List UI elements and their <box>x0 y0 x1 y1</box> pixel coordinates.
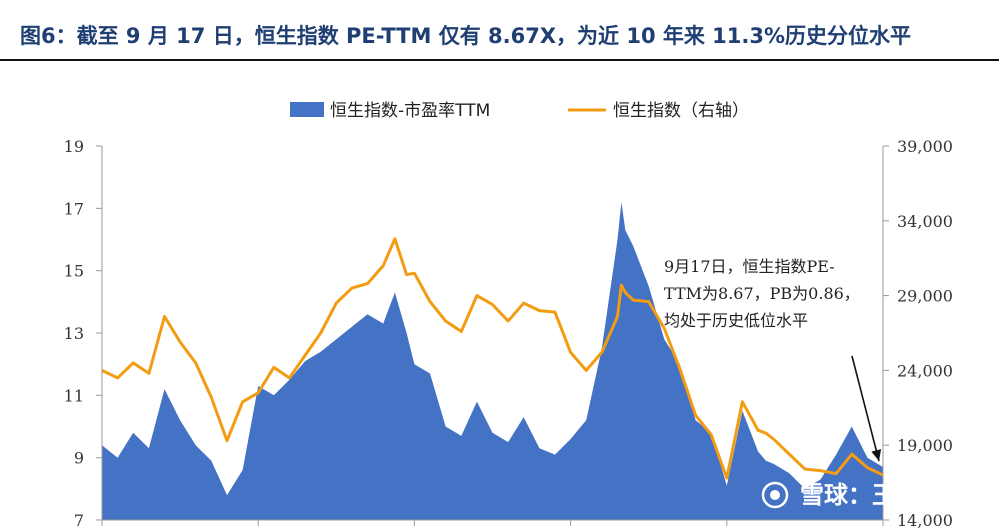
legend-swatch-area <box>290 102 324 117</box>
left-tick-label: 13 <box>64 324 84 343</box>
series-area-pe-ttm <box>102 202 883 520</box>
right-tick-label: 39,000 <box>897 137 953 156</box>
watermark-logo-core <box>770 490 780 500</box>
right-tick-label: 14,000 <box>897 511 953 530</box>
watermark-text: 雪球：王朝雄 <box>800 481 944 509</box>
watermark-logo-ring <box>761 481 789 509</box>
figure-title: 图6：截至 9 月 17 日，恒生指数 PE-TTM 仅有 8.67X，为近 1… <box>20 24 912 48</box>
axes: 7 9 11 13 15 17 19 14,000 19,000 24,000 29,000 34,0… <box>64 137 953 530</box>
title-rule <box>0 59 999 61</box>
legend-label-area: 恒生指数-市盈率TTM <box>330 101 490 121</box>
legend-label-line: 恒生指数（右轴） <box>613 101 749 121</box>
watermark-logo-icon <box>761 481 789 509</box>
left-tick-label: 11 <box>64 386 84 405</box>
left-tick-label: 17 <box>64 199 84 218</box>
annotation-arrow-head <box>871 449 882 462</box>
annotation-line: 9月17日，恒生指数PE- <box>664 257 835 276</box>
annotation: 9月17日，恒生指数PE- TTM为8.67，PB为0.86， 均处于历史低位水平 <box>664 257 882 462</box>
annotation-line: 均处于历史低位水平 <box>664 311 808 330</box>
annotation-line: TTM为8.67，PB为0.86， <box>664 284 860 303</box>
series-line-hsi <box>101 237 884 480</box>
left-tick-label: 19 <box>64 137 84 156</box>
right-tick-label: 34,000 <box>897 212 953 231</box>
left-tick-label: 9 <box>74 449 84 468</box>
right-tick-label: 19,000 <box>897 436 953 455</box>
plot-area <box>101 202 884 520</box>
right-tick-label: 24,000 <box>897 361 953 380</box>
left-tick-label: 7 <box>74 511 84 530</box>
right-tick-label: 29,000 <box>897 287 953 306</box>
annotation-arrow-line <box>851 355 880 462</box>
left-tick-label: 15 <box>64 262 84 281</box>
legend: 恒生指数-市盈率TTM 恒生指数（右轴） <box>290 101 749 121</box>
